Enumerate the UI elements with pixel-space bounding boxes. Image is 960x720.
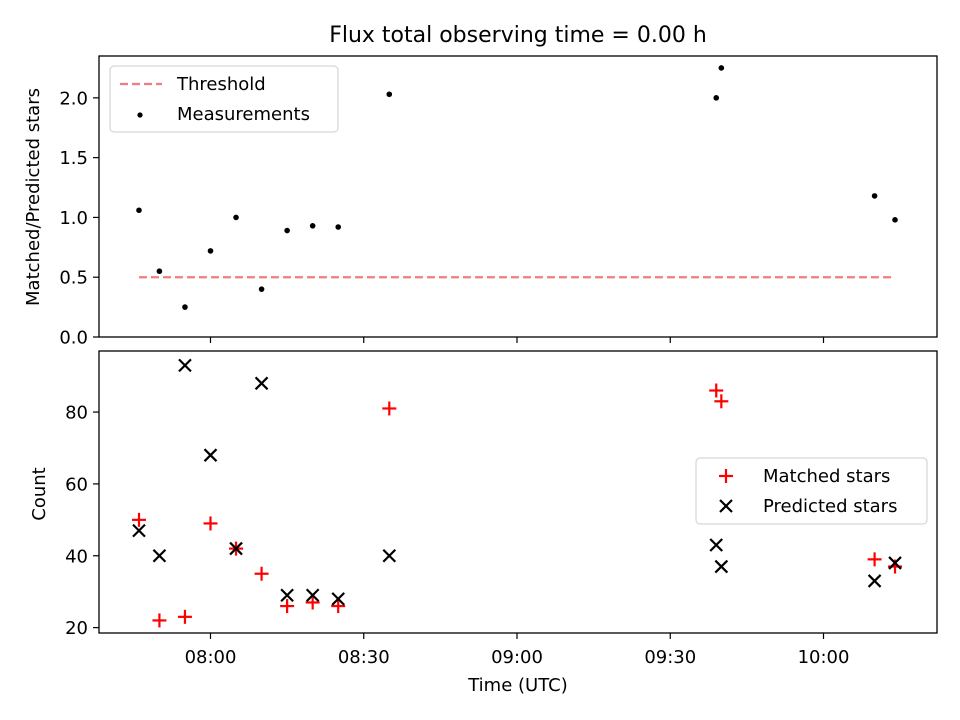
measurement-point [136,207,142,214]
top-y-tick-label: 0.5 [59,268,88,289]
matched-star-point [280,599,295,614]
predicted-star-point [867,574,882,588]
top-y-tick-label: 2.0 [59,88,88,109]
measurement-point [718,65,725,71]
top-y-axis-label: Matched/Predicted stars [23,88,44,306]
measurement-point [871,193,878,199]
matched-star-point [305,595,320,610]
bottom-panel-frame [98,350,938,634]
top-panel-frame [98,55,938,338]
legend-matched-swatch [719,469,733,483]
top-panel: 0.00.51.01.52.0 Matched/Predicted stars … [23,55,938,349]
bottom-panel-marks [131,358,903,628]
measurement-point [182,304,188,310]
measurement-point [258,286,265,292]
matched-star-point [331,599,346,614]
top-legend: Threshold Measurements [109,65,339,133]
predicted-star-point [203,448,218,462]
bottom-legend: Matched stars Predicted stars [695,457,928,525]
measurement-point [386,91,393,98]
top-y-tick-label: 0.0 [59,328,88,349]
matched-star-point [254,566,269,581]
predicted-star-point [382,548,397,563]
x-tick-label: 09:30 [644,647,696,668]
top-legend-box [109,65,339,133]
predicted-star-point [132,523,146,538]
bottom-y-axis-label: Count [29,467,50,520]
bottom-x-ticks: 08:00 08:30 09:00 09:30 10:00 [185,633,850,668]
legend-matched-label: Matched stars [763,466,890,487]
bottom-legend-box [695,457,928,525]
matched-star-point [131,512,146,527]
measurement-point [207,248,214,254]
predicted-star-point [178,358,192,373]
top-y-tick-label: 1.5 [59,148,88,169]
measurement-point [309,222,316,229]
legend-predicted-swatch [719,499,733,513]
measurement-point [233,214,239,221]
x-tick-label: 08:00 [185,647,237,668]
matched-star-point [714,394,729,409]
legend-threshold-label: Threshold [176,74,266,95]
predicted-star-point [709,538,724,552]
predicted-star-point [152,548,167,563]
top-y-ticks: 0.0 0.5 1.0 1.5 2.0 [59,88,99,349]
bottom-y-tick-label: 80 [65,403,88,424]
x-tick-label: 09:00 [491,647,543,668]
measurement-point [156,268,163,275]
bottom-y-ticks: 20 40 60 80 [65,403,99,639]
bottom-y-tick-label: 60 [65,474,88,495]
predicted-star-point [331,592,345,606]
bottom-y-tick-label: 20 [65,618,88,639]
legend-measurements-swatch [137,112,143,118]
matched-star-point [203,516,218,531]
predicted-star-point [254,376,269,391]
measurement-point [713,95,720,101]
bottom-panel: 20 40 60 80 08:00 08:30 09:00 09:30 10:00 Count… [29,350,938,696]
matched-star-point [867,552,882,567]
chart-title: Flux total observing time = 0.00 h [329,23,707,48]
top-x-ticks [209,337,825,343]
bottom-y-tick-label: 40 [65,546,88,567]
x-tick-label: 10:00 [798,647,850,668]
predicted-star-point [305,588,320,603]
predicted-star-point [714,559,729,574]
predicted-star-point [229,541,243,556]
measurement-point [335,224,342,230]
x-axis-label: Time (UTC) [467,675,568,696]
measurement-point [892,217,898,223]
predicted-star-point [888,556,902,570]
predicted-star-point [280,588,294,603]
measurement-point [284,227,290,234]
legend-predicted-label: Predicted stars [763,496,897,517]
top-y-tick-label: 1.0 [59,208,88,229]
top-panel-marks [136,65,898,310]
matched-star-point [382,401,397,416]
x-tick-label: 08:30 [338,647,390,668]
matched-star-point [152,613,167,628]
matched-star-point [709,383,724,398]
legend-measurements-label: Measurements [177,104,310,125]
matched-star-point [177,609,192,624]
